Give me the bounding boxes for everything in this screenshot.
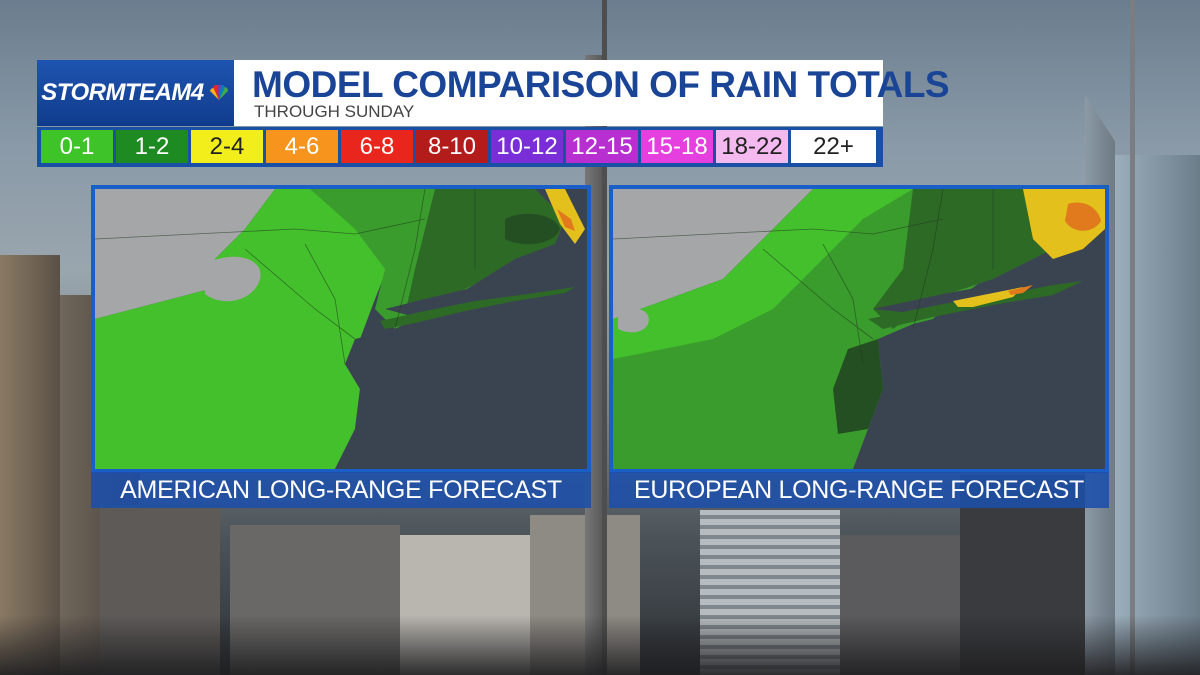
legend-item: 4-6	[266, 130, 338, 163]
logo-text: STORMTEAM4	[41, 79, 204, 106]
legend-item: 2-4	[191, 130, 263, 163]
european-model-map	[609, 185, 1109, 473]
legend-item: 18-22	[716, 130, 788, 163]
land-gray	[95, 189, 275, 319]
street-shadow	[0, 615, 1200, 675]
rain-zone-2-4-li	[953, 287, 1023, 307]
american-model-map	[91, 185, 591, 473]
american-map-caption: AMERICAN LONG-RANGE FORECAST	[91, 472, 591, 508]
peacock-icon	[209, 85, 228, 100]
legend-item: 6-8	[341, 130, 413, 163]
title-panel: MODEL COMPARISON OF RAIN TOTALS THROUGH …	[234, 60, 950, 126]
legend-item: 0-1	[41, 130, 113, 163]
american-map-svg	[95, 189, 587, 469]
land-gray	[613, 189, 813, 319]
rain-zone-4-6	[557, 209, 575, 231]
legend-item: 8-10	[416, 130, 488, 163]
rain-zone-4-6	[1065, 202, 1101, 231]
rain-zone-1-2-ct	[505, 213, 560, 245]
page-subtitle: THROUGH SUNDAY	[254, 102, 415, 121]
long-island-land	[380, 287, 575, 329]
state-borders	[613, 189, 994, 365]
european-map-svg	[613, 189, 1105, 469]
building	[1110, 155, 1200, 675]
legend-item: 10-12	[491, 130, 563, 163]
page-title: MODEL COMPARISON OF RAIN TOTALS	[252, 64, 950, 105]
rain-zone-0-1	[95, 189, 425, 469]
rain-zone-4-6-li	[1008, 285, 1033, 295]
building	[0, 255, 60, 675]
legend-item: 12-15	[566, 130, 638, 163]
stormteam4-logo: STORMTEAM4	[37, 60, 234, 126]
legend-item: 15-18	[641, 130, 713, 163]
atlantic-coast	[335, 293, 587, 469]
lake	[205, 256, 261, 302]
antenna	[1130, 0, 1135, 675]
lake	[618, 308, 649, 333]
state-borders	[95, 189, 476, 365]
long-island	[385, 279, 587, 317]
antenna	[602, 0, 607, 675]
legend-item: 1-2	[116, 130, 188, 163]
rain-legend: 0-1 1-2 2-4 4-6 6-8 8-10 10-12 12-15 15-18 18-22 2…	[37, 127, 883, 167]
atlantic-coast	[853, 293, 1105, 469]
european-map-caption: EUROPEAN LONG-RANGE FORECAST	[609, 472, 1109, 508]
long-island	[873, 271, 1105, 313]
legend-item: 22+	[791, 130, 876, 163]
rain-zone-1-2-nj	[833, 339, 883, 434]
